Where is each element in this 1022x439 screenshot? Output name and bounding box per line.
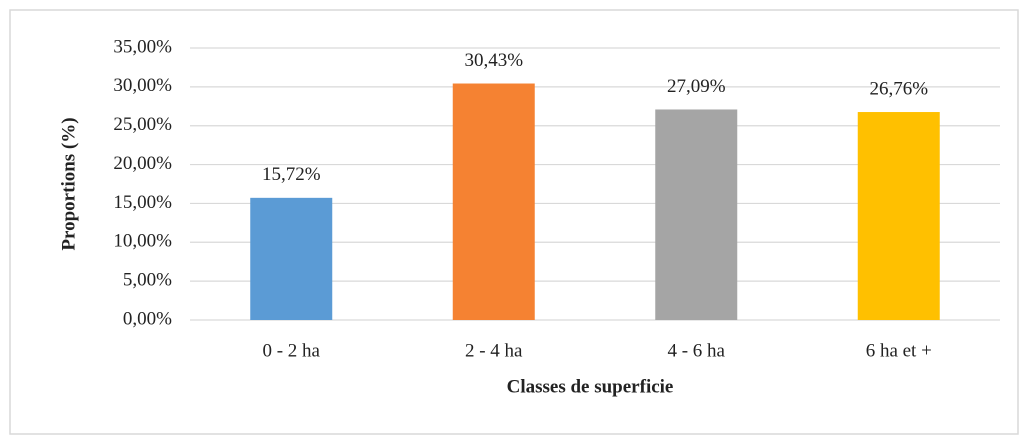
y-tick-label: 5,00% <box>123 270 172 291</box>
y-tick-label: 30,00% <box>113 75 172 96</box>
y-tick-label: 25,00% <box>113 114 172 135</box>
x-tick-label: 2 - 4 ha <box>465 340 523 361</box>
y-tick-label: 15,00% <box>113 192 172 213</box>
y-tick-label: 35,00% <box>113 36 172 57</box>
y-tick-label: 0,00% <box>123 308 172 329</box>
data-label: 27,09% <box>667 76 726 97</box>
bar <box>452 83 535 320</box>
x-tick-label: 6 ha et + <box>866 340 932 361</box>
bar <box>250 197 333 320</box>
y-tick-label: 20,00% <box>113 153 172 174</box>
data-label: 30,43% <box>464 50 523 71</box>
y-axis-title: Proportions (%) <box>58 117 79 250</box>
y-tick-label: 10,00% <box>113 231 172 252</box>
bar <box>655 109 738 320</box>
x-tick-label: 0 - 2 ha <box>262 340 320 361</box>
x-tick-label: 4 - 6 ha <box>667 340 725 361</box>
x-axis-title: Classes de superficie <box>507 376 674 397</box>
data-label: 15,72% <box>262 164 321 185</box>
data-label: 26,76% <box>869 78 928 99</box>
bar <box>857 112 940 321</box>
